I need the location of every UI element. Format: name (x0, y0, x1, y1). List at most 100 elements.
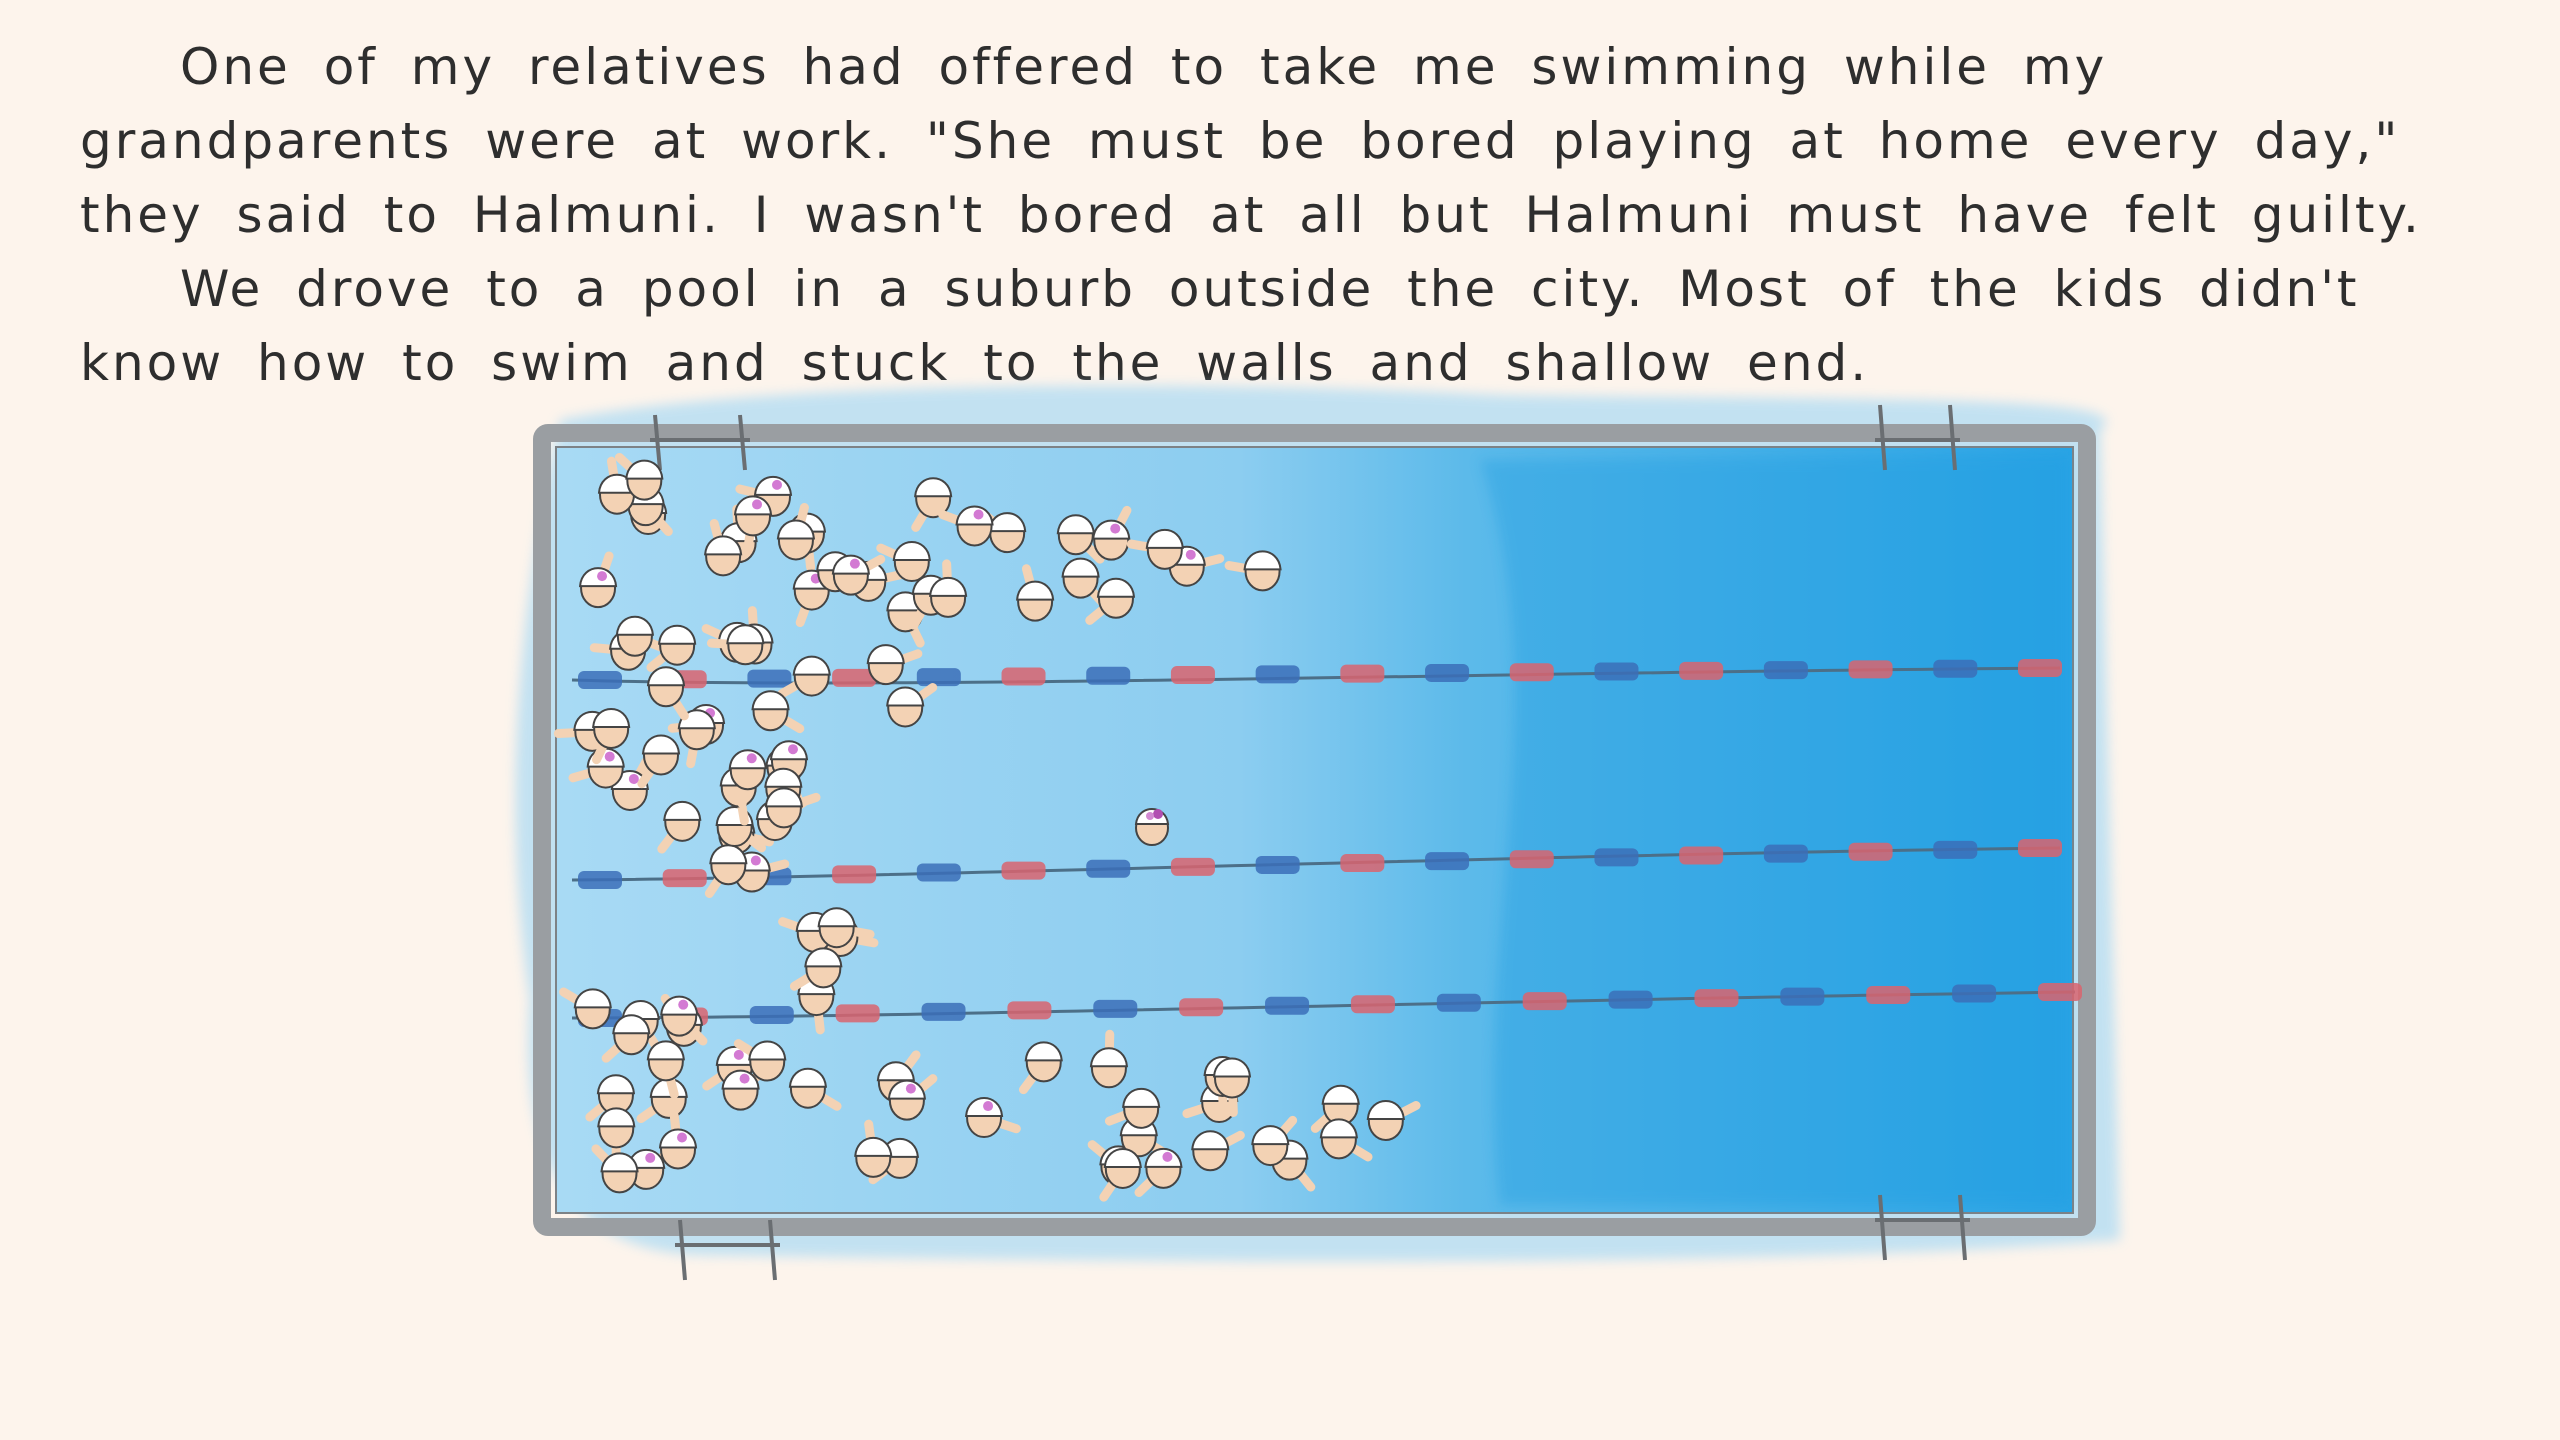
swimmer (704, 519, 743, 577)
lane-float (1086, 666, 1131, 685)
ladder-top-right (1875, 404, 1960, 471)
swimmer (764, 787, 821, 829)
swimmer (660, 995, 708, 1046)
swimmer (876, 1050, 921, 1103)
swimmer (1089, 1029, 1129, 1089)
lane-float (1848, 660, 1893, 679)
swimmer (627, 1144, 678, 1190)
swimmer (817, 907, 875, 949)
swimmer (911, 477, 953, 532)
swimmer (1018, 1041, 1063, 1095)
swimmer (704, 844, 748, 898)
lane-float (1340, 854, 1385, 873)
swimmer (646, 624, 697, 672)
deep-end-wash (1480, 455, 2068, 1205)
lane-float (1265, 996, 1310, 1015)
lane-float (1694, 989, 1739, 1008)
swimmer (1191, 1130, 1245, 1172)
lane-float (1001, 667, 1046, 686)
swimmer (721, 1063, 771, 1111)
lane-float (832, 865, 877, 884)
lane-float (1763, 844, 1808, 863)
lane-float (1436, 993, 1481, 1012)
swimmer (601, 1014, 651, 1063)
lane-float (1848, 842, 1893, 861)
narration-text: One of my relatives had offered to take … (80, 30, 2500, 400)
lane-float (1425, 663, 1470, 682)
swimmer (1251, 1115, 1298, 1167)
swimmer (597, 1107, 636, 1167)
swimmer (1092, 505, 1132, 561)
swimmer (777, 655, 831, 698)
lane-float (1350, 995, 1395, 1014)
swimmer (559, 987, 612, 1030)
lane-float (2038, 983, 2082, 1001)
lane-float (1170, 666, 1215, 685)
lane-float (1425, 852, 1470, 871)
swimmer (887, 1074, 938, 1121)
ladder-bottom-right (1875, 1194, 1970, 1261)
narration-paragraph-1: One of my relatives had offered to take … (80, 38, 2422, 244)
swimmer (578, 551, 618, 609)
lane-float (1340, 664, 1385, 683)
lane-float (832, 668, 877, 687)
lane-float (1780, 987, 1825, 1006)
lane-float (1608, 990, 1653, 1009)
lane-float (662, 869, 707, 888)
swimmer (646, 1040, 685, 1099)
swimmer (788, 1067, 842, 1111)
lane-float (1594, 662, 1639, 681)
lane-float (916, 863, 961, 882)
lane-float (2018, 659, 2062, 677)
swimmer (1099, 1148, 1142, 1202)
swimmer (591, 1144, 639, 1194)
lane-float (1255, 855, 1300, 874)
lane-float (921, 1002, 966, 1021)
lane-float (1001, 861, 1046, 880)
swimmer (1134, 1148, 1183, 1198)
swimmer (733, 1039, 787, 1082)
swimmer (1085, 577, 1136, 625)
swimmer (1016, 564, 1055, 622)
pool-edge-line (555, 446, 2074, 1214)
lane-float (916, 668, 961, 687)
lane-float (1933, 659, 1978, 678)
lane-float (1007, 1001, 1052, 1020)
swimmer (964, 1097, 1021, 1139)
swimmer (728, 749, 767, 809)
swimmer (776, 503, 816, 561)
lane-rope-1 (571, 659, 2062, 689)
lane-float (1522, 992, 1567, 1011)
swimmer (938, 505, 994, 547)
lane-float (1933, 840, 1978, 859)
lane-float (1594, 848, 1639, 867)
lane-float (1763, 661, 1808, 680)
swimmer (637, 734, 681, 789)
swimmer (886, 683, 938, 728)
lane-float (1170, 857, 1215, 876)
swimmer (646, 666, 689, 721)
lane-float (1509, 663, 1554, 682)
swimmer (876, 541, 931, 583)
lane-float (1509, 850, 1554, 869)
lane-float (835, 1004, 880, 1023)
swimmer (854, 1119, 893, 1178)
swimmer (1224, 550, 1282, 592)
lane-float (1086, 859, 1131, 878)
pool-deck (533, 424, 2096, 1236)
swimmer (831, 554, 886, 596)
lane-float (1679, 661, 1724, 680)
swimmer (614, 452, 664, 501)
ladder-bottom-left (675, 1219, 780, 1281)
crowd-of-swimmers (553, 452, 1421, 1202)
lane-float (1179, 998, 1224, 1017)
swimmer (591, 708, 631, 765)
lane-float (1255, 665, 1300, 684)
lane-float (749, 1005, 794, 1024)
swimmer (1366, 1100, 1421, 1142)
narration-paragraph-2: We drove to a pool in a suburb outside t… (80, 260, 2360, 392)
lane-float (747, 669, 792, 688)
lane-rope-3 (571, 983, 2082, 1027)
swimmer (1126, 529, 1184, 570)
